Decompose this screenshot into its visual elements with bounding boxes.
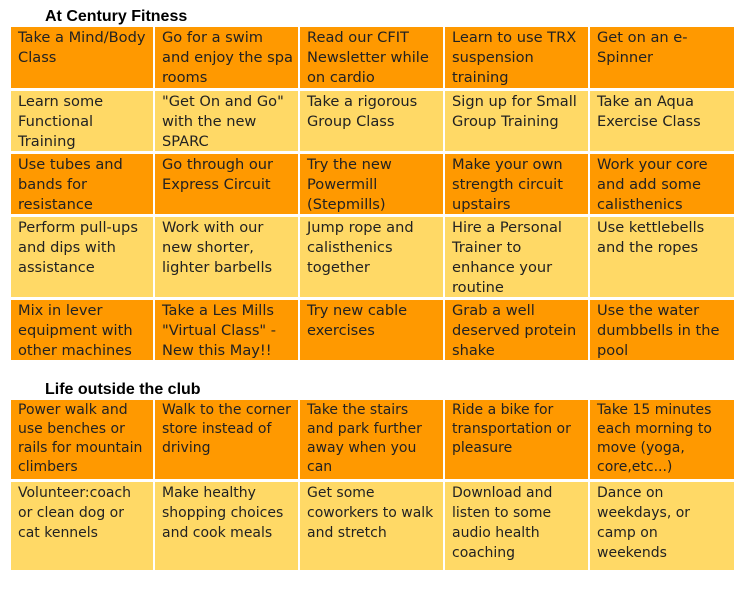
grid-cell: "Get On and Go" with the new SPARC: [154, 91, 299, 151]
grid-cell: Grab a well deserved protein shake: [444, 300, 589, 360]
grid-cell: Learn to use TRX suspension training: [444, 27, 589, 88]
grid-cell: Ride a bike for transportation or pleasu…: [444, 400, 589, 479]
life-outside-grid: Power walk and use benches or rails for …: [10, 400, 735, 570]
grid-cell: Sign up for Small Group Training: [444, 91, 589, 151]
grid-cell: Get on an e-Spinner: [589, 27, 735, 88]
grid-cell: Work with our new shorter, lighter barbe…: [154, 217, 299, 297]
grid-cell: Download and listen to some audio health…: [444, 482, 589, 570]
grid-cell: Mix in lever equipment with other machin…: [10, 300, 154, 360]
grid-cell: Take an Aqua Exercise Class: [589, 91, 735, 151]
grid-cell: Try the new Powermill (Stepmills): [299, 154, 444, 214]
section-title-century-fitness: At Century Fitness: [45, 8, 188, 25]
grid-cell: Learn some Functional Training: [10, 91, 154, 151]
grid-cell: Hire a Personal Trainer to enhance your …: [444, 217, 589, 297]
grid-cell: Get some coworkers to walk and stretch: [299, 482, 444, 570]
grid-cell: Use the water dumbbells in the pool: [589, 300, 735, 360]
grid-cell: Power walk and use benches or rails for …: [10, 400, 154, 479]
grid-cell: Try new cable exercises: [299, 300, 444, 360]
grid-cell: Dance on weekdays, or camp on weekends: [589, 482, 735, 570]
grid-cell: Take the stairs and park further away wh…: [299, 400, 444, 479]
grid-cell: Read our CFIT Newsletter while on cardio: [299, 27, 444, 88]
grid-cell: Use kettlebells and the ropes: [589, 217, 735, 297]
grid-cell: Take a Les Mills "Virtual Class" - New t…: [154, 300, 299, 360]
grid-cell: Go for a swim and enjoy the spa rooms: [154, 27, 299, 88]
grid-cell: Use tubes and bands for resistance: [10, 154, 154, 214]
section-title-life-outside: Life outside the club: [45, 381, 201, 398]
grid-cell: Make your own strength circuit upstairs: [444, 154, 589, 214]
grid-cell: Perform pull-ups and dips with assistanc…: [10, 217, 154, 297]
grid-cell: Work your core and add some calisthenics: [589, 154, 735, 214]
grid-cell: Make healthy shopping choices and cook m…: [154, 482, 299, 570]
grid-cell: Take a rigorous Group Class: [299, 91, 444, 151]
grid-cell: Walk to the corner store instead of driv…: [154, 400, 299, 479]
grid-cell: Take a Mind/Body Class: [10, 27, 154, 88]
grid-cell: Jump rope and calisthenics together: [299, 217, 444, 297]
grid-cell: Take 15 minutes each morning to move (yo…: [589, 400, 735, 479]
grid-cell: Go through our Express Circuit: [154, 154, 299, 214]
century-fitness-grid: Take a Mind/Body Class Go for a swim and …: [10, 27, 735, 360]
grid-cell: Volunteer:coach or clean dog or cat kenn…: [10, 482, 154, 570]
